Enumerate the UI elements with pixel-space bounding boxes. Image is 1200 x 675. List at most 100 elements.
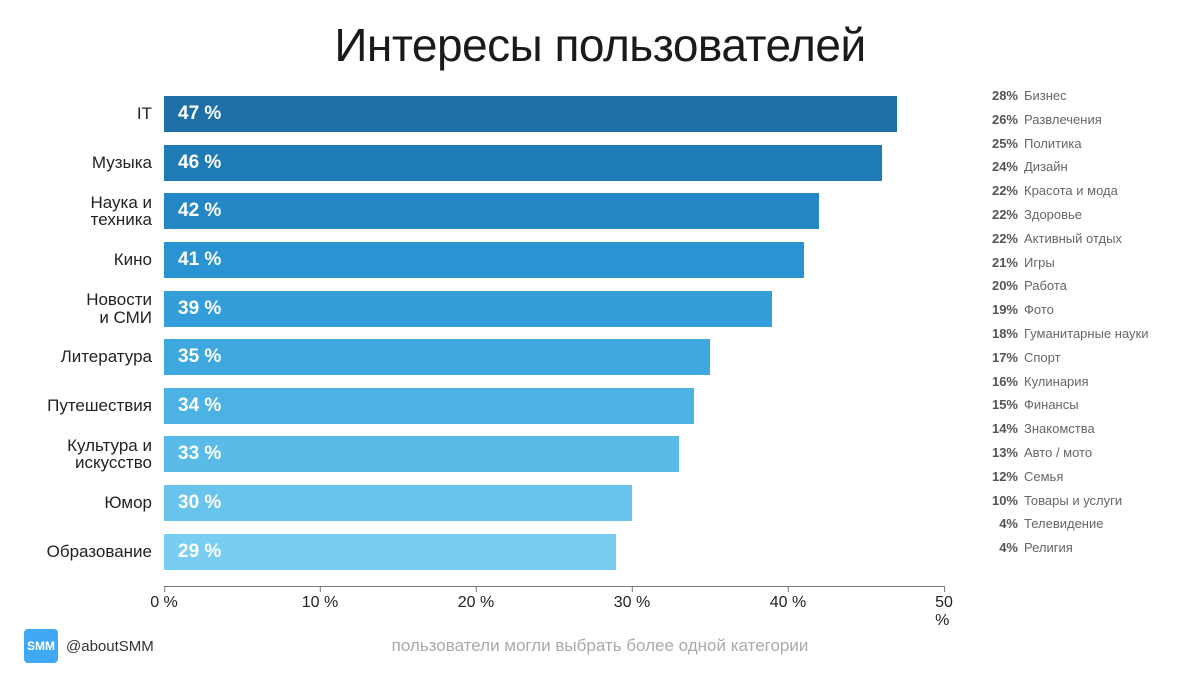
sidebar-item-pct: 10% xyxy=(990,493,1024,508)
bar-value-label: 46 % xyxy=(178,152,221,174)
sidebar-item: 22%Активный отдых xyxy=(990,231,1176,246)
sidebar-item: 21%Игры xyxy=(990,255,1176,270)
bar-value-label: 35 % xyxy=(178,346,221,368)
bar: 39 % xyxy=(164,291,772,327)
bar: 29 % xyxy=(164,534,616,570)
bars-container: IT47 % Музыка46 % Наука и техника42 % Кино4… xyxy=(164,86,944,586)
bar-row: Новости и СМИ39 % xyxy=(164,290,944,328)
bar-row: Путешествия34 % xyxy=(164,387,944,425)
bar: 35 % xyxy=(164,339,710,375)
x-tick-label: 20 % xyxy=(458,594,494,611)
sidebar-item-pct: 22% xyxy=(990,183,1024,198)
sidebar-item-label: Авто / мото xyxy=(1024,445,1092,460)
category-label: Литература xyxy=(34,348,164,366)
sidebar-item-label: Дизайн xyxy=(1024,159,1068,174)
chart-title: Интересы пользователей xyxy=(24,18,1176,72)
bar-value-label: 39 % xyxy=(178,298,221,320)
sidebar-item-pct: 22% xyxy=(990,207,1024,222)
category-label: Наука и техника xyxy=(34,194,164,230)
sidebar-item-label: Активный отдых xyxy=(1024,231,1122,246)
sidebar-item-label: Религия xyxy=(1024,540,1073,555)
logo-badge: SMM xyxy=(24,629,58,663)
bar-row: Музыка46 % xyxy=(164,144,944,182)
bar-row: IT47 % xyxy=(164,95,944,133)
sidebar-item: 25%Политика xyxy=(990,136,1176,151)
bar: 33 % xyxy=(164,436,679,472)
handle-text: @aboutSMM xyxy=(66,638,154,655)
sidebar-item-label: Работа xyxy=(1024,278,1067,293)
bar-value-label: 29 % xyxy=(178,541,221,563)
x-tick: 50 % xyxy=(935,586,953,630)
footer: SMM @aboutSMM пользователи могли выбрать… xyxy=(24,629,1176,663)
sidebar-item-label: Политика xyxy=(1024,136,1082,151)
sidebar-item-label: Игры xyxy=(1024,255,1055,270)
sidebar-item-label: Спорт xyxy=(1024,350,1061,365)
sidebar-item-label: Товары и услуги xyxy=(1024,493,1122,508)
sidebar-item-label: Финансы xyxy=(1024,397,1079,412)
logo-text: SMM xyxy=(27,639,55,653)
x-tick: 0 % xyxy=(150,586,178,612)
sidebar-item-label: Кулинария xyxy=(1024,374,1089,389)
x-tick-label: 10 % xyxy=(302,594,338,611)
bar: 46 % xyxy=(164,145,882,181)
sidebar-item-label: Знакомства xyxy=(1024,421,1095,436)
sidebar-item: 17%Спорт xyxy=(990,350,1176,365)
sidebar-item-label: Фото xyxy=(1024,302,1054,317)
sidebar-item-label: Развлечения xyxy=(1024,112,1102,127)
sidebar-item-pct: 26% xyxy=(990,112,1024,127)
sidebar-item: 16%Кулинария xyxy=(990,374,1176,389)
category-label: Юмор xyxy=(34,494,164,512)
page: Интересы пользователей IT47 %Музыка46 %Н… xyxy=(0,0,1200,675)
sidebar-item-pct: 16% xyxy=(990,374,1024,389)
x-axis: 0 %10 %20 %30 %40 %50 % xyxy=(164,586,944,616)
sidebar-item: 4%Телевидение xyxy=(990,516,1176,531)
plot-area: IT47 % Музыка46 % Наука и техника42 % Кино4… xyxy=(164,86,944,586)
sidebar-item-label: Бизнес xyxy=(1024,88,1067,103)
sidebar-item: 19%Фото xyxy=(990,302,1176,317)
sidebar-item: 20%Работа xyxy=(990,278,1176,293)
sidebar-item: 28%Бизнес xyxy=(990,88,1176,103)
category-label: Культура и искусство xyxy=(34,437,164,473)
bar: 41 % xyxy=(164,242,804,278)
x-tick: 30 % xyxy=(614,586,650,612)
footnote-text: пользователи могли выбрать более одной к… xyxy=(392,636,809,656)
category-label: Музыка xyxy=(34,154,164,172)
sidebar-item-label: Гуманитарные науки xyxy=(1024,326,1148,341)
sidebar-item: 15%Финансы xyxy=(990,397,1176,412)
x-tick-label: 40 % xyxy=(770,594,806,611)
content-row: IT47 %Музыка46 %Наука и техника42 %Кино4… xyxy=(24,86,1176,616)
bar-row: Наука и техника42 % xyxy=(164,192,944,230)
sidebar-item: 10%Товары и услуги xyxy=(990,493,1176,508)
sidebar-item-label: Красота и мода xyxy=(1024,183,1118,198)
bar-chart: IT47 %Музыка46 %Наука и техника42 %Кино4… xyxy=(24,86,984,616)
bar-value-label: 47 % xyxy=(178,103,221,125)
category-label: Путешествия xyxy=(34,397,164,415)
sidebar-item-pct: 24% xyxy=(990,159,1024,174)
x-tick-label: 30 % xyxy=(614,594,650,611)
sidebar-list: 28%Бизнес26%Развлечения25%Политика24%Диз… xyxy=(984,86,1176,616)
bar: 34 % xyxy=(164,388,694,424)
sidebar-item: 14%Знакомства xyxy=(990,421,1176,436)
x-tick: 20 % xyxy=(458,586,494,612)
bar-row: Кино41 % xyxy=(164,241,944,279)
sidebar-item-pct: 4% xyxy=(990,516,1024,531)
category-label: Новости и СМИ xyxy=(34,291,164,327)
sidebar-item: 24%Дизайн xyxy=(990,159,1176,174)
x-axis-line xyxy=(164,586,944,587)
sidebar-item-label: Здоровье xyxy=(1024,207,1082,222)
sidebar-item-pct: 4% xyxy=(990,540,1024,555)
bar-value-label: 42 % xyxy=(178,200,221,222)
sidebar-item: 22%Красота и мода xyxy=(990,183,1176,198)
sidebar-item-pct: 21% xyxy=(990,255,1024,270)
sidebar-item: 4%Религия xyxy=(990,540,1176,555)
sidebar-item-pct: 18% xyxy=(990,326,1024,341)
bar: 42 % xyxy=(164,193,819,229)
x-tick-label: 50 % xyxy=(935,594,953,629)
sidebar-item-pct: 13% xyxy=(990,445,1024,460)
bar-row: Культура и искусство33 % xyxy=(164,435,944,473)
sidebar-item-pct: 28% xyxy=(990,88,1024,103)
bar-value-label: 41 % xyxy=(178,249,221,271)
bar-row: Юмор30 % xyxy=(164,484,944,522)
sidebar-item-pct: 22% xyxy=(990,231,1024,246)
bar-row: Образование29 % xyxy=(164,533,944,571)
